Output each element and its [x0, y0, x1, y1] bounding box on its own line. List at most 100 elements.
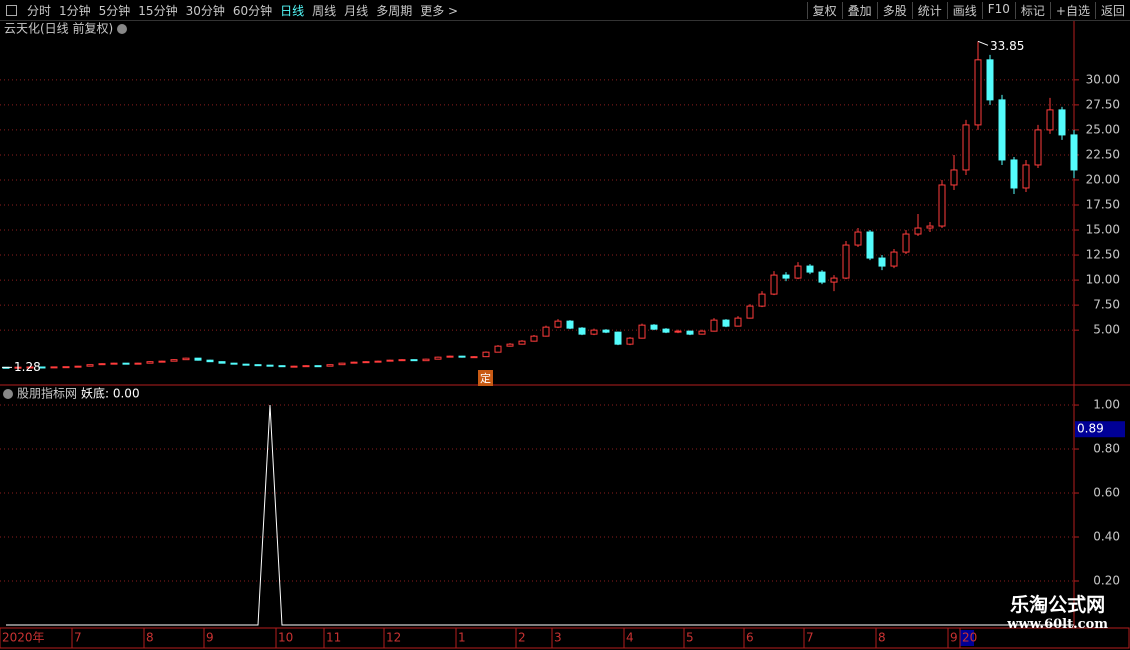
- high-arrow: [977, 40, 989, 46]
- button[interactable]: 统计: [911, 1, 947, 19]
- x-tick-label: 5: [686, 631, 694, 645]
- tab[interactable]: 多周期: [376, 3, 413, 18]
- candle-body: [638, 324, 646, 339]
- candle-body: [986, 59, 994, 101]
- tab[interactable]: 5分钟: [98, 3, 131, 18]
- candle-body: [830, 277, 838, 283]
- candle-body: [434, 356, 442, 360]
- candle-body: [902, 233, 910, 253]
- candle-body: [926, 225, 934, 229]
- candle-body: [386, 359, 394, 362]
- date-bar: [0, 627, 1130, 649]
- watermark-url: www.60lt.com: [1007, 617, 1108, 632]
- candle-body: [698, 330, 706, 335]
- candle-body: [350, 361, 358, 364]
- candle-body: [686, 330, 694, 335]
- candle-body: [1034, 129, 1042, 166]
- candle-body: [278, 365, 286, 368]
- watermark: 乐淘公式网 www.60lt.com: [1007, 590, 1108, 632]
- indicator-icon[interactable]: [3, 389, 13, 399]
- candle-body: [938, 184, 946, 227]
- candle-body: [146, 361, 154, 364]
- candle-body: [422, 358, 430, 362]
- candle-body: [170, 359, 178, 362]
- candle-body: [158, 360, 166, 363]
- candle-body: [854, 231, 862, 246]
- candle-body: [38, 366, 46, 369]
- button[interactable]: 多股: [876, 1, 912, 19]
- tab[interactable]: 30分钟: [185, 3, 225, 18]
- tab[interactable]: 60分钟: [232, 3, 273, 18]
- x-tick-label: 1: [458, 631, 466, 645]
- candle-body: [290, 365, 298, 368]
- candle-body: [806, 265, 814, 273]
- candle-body: [206, 359, 214, 363]
- tab[interactable]: 分时: [27, 3, 52, 18]
- candle-body: [914, 227, 922, 235]
- candle-body: [14, 366, 22, 369]
- candle-body: [374, 360, 382, 363]
- low-label: 1.28: [14, 360, 41, 374]
- x-tick-label: 7: [74, 631, 82, 645]
- x-tick-label: 7: [806, 631, 814, 645]
- button[interactable]: 复权: [806, 1, 842, 19]
- main-title: 云天化(日线 前复权): [4, 21, 113, 36]
- y-tick-label: 22.50: [1086, 147, 1120, 161]
- candle-body: [734, 317, 742, 327]
- candle-body: [74, 365, 82, 368]
- candle-body: [1022, 164, 1030, 189]
- cursor-box: [1075, 421, 1125, 438]
- candle-body: [230, 362, 238, 365]
- menu-icon[interactable]: [6, 4, 17, 16]
- tab[interactable]: 1分钟: [59, 3, 91, 18]
- y-tick-label: 0.60: [1093, 486, 1120, 500]
- x-tick-label: 8: [878, 631, 886, 645]
- candle-body: [518, 340, 526, 345]
- candle-body: [458, 355, 466, 358]
- candle-body: [182, 357, 190, 361]
- button[interactable]: 标记: [1014, 1, 1050, 19]
- tab[interactable]: 更多 >: [420, 3, 459, 18]
- y-tick-label: 15.00: [1086, 223, 1120, 237]
- candle-body: [122, 362, 130, 365]
- candle-body: [866, 231, 874, 259]
- button[interactable]: 叠加: [841, 1, 877, 19]
- candle-body: [590, 329, 598, 335]
- candle-body: [1058, 109, 1066, 136]
- button[interactable]: 画线: [946, 1, 982, 19]
- candle-body: [542, 326, 550, 337]
- y-tick-label: 1.00: [1093, 398, 1120, 412]
- x-tick-label: 3: [554, 631, 562, 645]
- candle-body: [266, 364, 274, 367]
- button[interactable]: 返回: [1094, 1, 1130, 19]
- candle-body: [62, 366, 70, 369]
- toolbar: 分时 1分钟 5分钟 15分钟 30分钟 60分钟 日线 周线 月线 多周期 更…: [0, 0, 1130, 21]
- candle-body: [194, 357, 202, 361]
- x-tick-label: 6: [746, 631, 754, 645]
- y-tick-label: 25.00: [1086, 122, 1120, 136]
- title-icon[interactable]: [117, 24, 127, 34]
- candle-body: [1046, 109, 1054, 131]
- tab-active[interactable]: 日线: [280, 3, 305, 18]
- candle-body: [782, 274, 790, 279]
- candle-body: [98, 363, 106, 366]
- button[interactable]: +自选: [1049, 1, 1095, 19]
- y-tick-label: 0.80: [1093, 442, 1120, 456]
- y-tick-label: 12.50: [1086, 248, 1120, 262]
- candle-body: [1010, 159, 1018, 189]
- candle-body: [446, 355, 454, 358]
- watermark-name: 乐淘公式网: [1010, 594, 1106, 616]
- candle-body: [650, 324, 658, 330]
- candle-body: [314, 365, 322, 368]
- candle-body: [770, 274, 778, 295]
- tab[interactable]: 周线: [312, 3, 337, 18]
- x-tick-label: 9: [206, 631, 214, 645]
- tab[interactable]: 月线: [344, 3, 369, 18]
- button[interactable]: F10: [981, 1, 1015, 19]
- candle-body: [530, 335, 538, 342]
- tab[interactable]: 15分钟: [138, 3, 178, 18]
- y-tick-label: 10.00: [1086, 273, 1120, 287]
- candle-body: [962, 124, 970, 171]
- y-tick-label: 17.50: [1086, 198, 1120, 212]
